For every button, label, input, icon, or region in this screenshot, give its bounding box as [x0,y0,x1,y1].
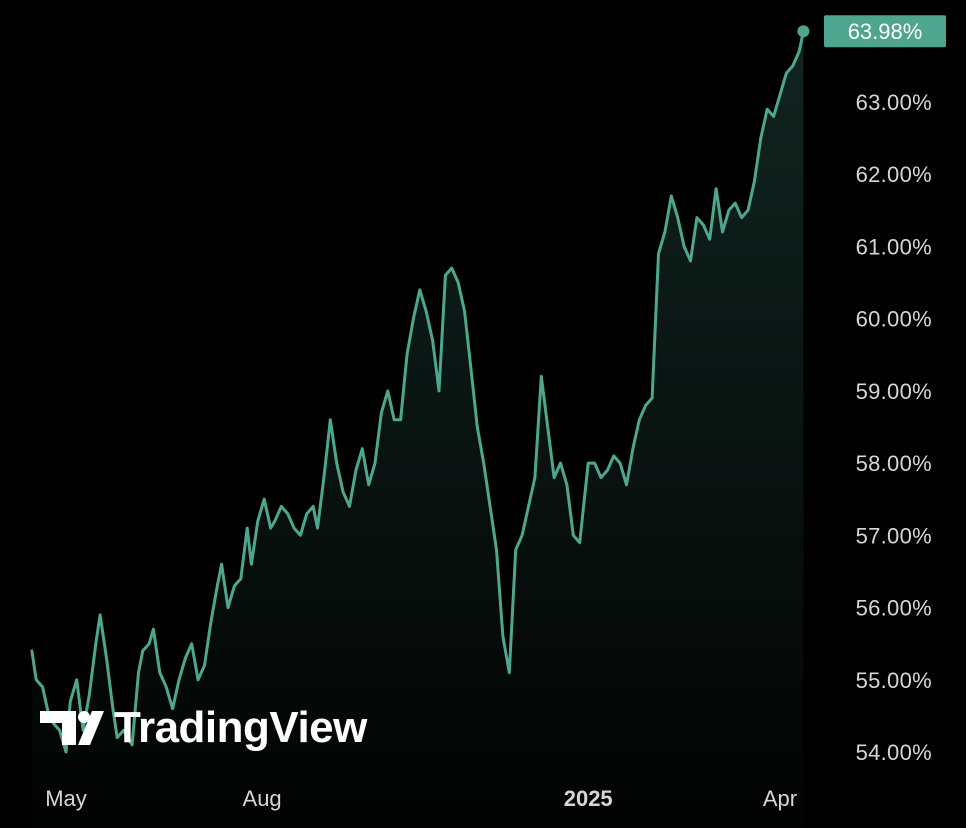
y-tick-label: 58.00% [856,451,932,476]
y-tick-label: 57.00% [856,523,932,548]
x-tick-label: May [45,786,87,811]
tradingview-logo [40,711,104,745]
y-tick-label: 59.00% [856,379,932,404]
y-axis: 63.00% 62.00% 61.00% 60.00% 59.00% 58.00% 57.0… [856,90,932,765]
last-point-marker [797,25,810,38]
y-tick-label: 54.00% [856,740,932,765]
watermark-text: TradingView [114,703,368,752]
y-tick-label: 63.00% [856,90,932,115]
last-price-label: 63.98% [848,19,923,44]
x-axis: May Aug 2025 Apr [45,786,797,811]
y-tick-label: 60.00% [856,307,932,332]
y-tick-label: 62.00% [856,162,932,187]
x-tick-label: Apr [763,786,797,811]
y-tick-label: 55.00% [856,668,932,693]
x-tick-label: 2025 [564,786,613,811]
x-tick-label: Aug [243,786,282,811]
series-line [30,29,805,754]
last-price-badge: 63.98% [824,15,946,48]
tradingview-watermark: TradingView [40,703,369,752]
y-tick-label: 61.00% [856,234,932,259]
last-price-badge-bg [824,15,946,48]
area-fill [31,31,804,828]
y-tick-label: 56.00% [856,596,932,621]
